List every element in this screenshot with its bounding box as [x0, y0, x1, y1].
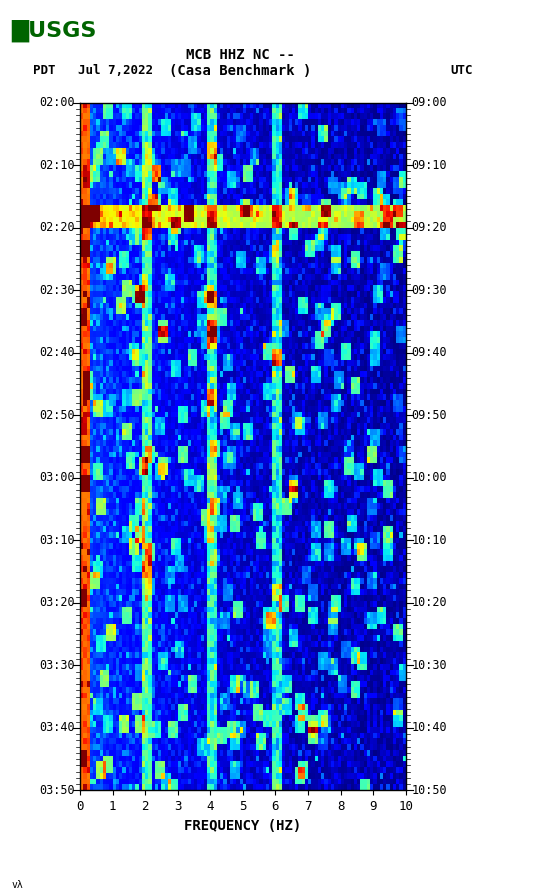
Text: 03:30: 03:30	[39, 659, 75, 672]
X-axis label: FREQUENCY (HZ): FREQUENCY (HZ)	[184, 819, 301, 832]
Text: 03:40: 03:40	[39, 722, 75, 734]
Text: 10:00: 10:00	[411, 472, 447, 484]
Text: 10:40: 10:40	[411, 722, 447, 734]
Text: 09:50: 09:50	[411, 409, 447, 421]
Text: PDT   Jul 7,2022: PDT Jul 7,2022	[33, 64, 153, 77]
Text: 02:40: 02:40	[39, 346, 75, 359]
Text: vλ: vλ	[11, 880, 23, 890]
Text: (Casa Benchmark ): (Casa Benchmark )	[169, 63, 311, 78]
Text: 03:20: 03:20	[39, 597, 75, 609]
Text: 10:30: 10:30	[411, 659, 447, 672]
Text: 03:10: 03:10	[39, 534, 75, 547]
Text: 03:50: 03:50	[39, 784, 75, 797]
Text: 10:10: 10:10	[411, 534, 447, 547]
Text: 02:20: 02:20	[39, 221, 75, 234]
Text: 02:50: 02:50	[39, 409, 75, 421]
Text: 09:40: 09:40	[411, 346, 447, 359]
Text: 10:20: 10:20	[411, 597, 447, 609]
Text: 02:00: 02:00	[39, 96, 75, 109]
Text: 02:30: 02:30	[39, 284, 75, 296]
Text: 03:00: 03:00	[39, 472, 75, 484]
Text: 09:20: 09:20	[411, 221, 447, 234]
Text: 10:50: 10:50	[411, 784, 447, 797]
Text: 09:30: 09:30	[411, 284, 447, 296]
Text: 09:10: 09:10	[411, 159, 447, 171]
Text: █USGS: █USGS	[11, 20, 97, 42]
Text: MCB HHZ NC --: MCB HHZ NC --	[185, 48, 295, 63]
Text: 09:00: 09:00	[411, 96, 447, 109]
Text: UTC: UTC	[450, 64, 473, 77]
Text: 02:10: 02:10	[39, 159, 75, 171]
